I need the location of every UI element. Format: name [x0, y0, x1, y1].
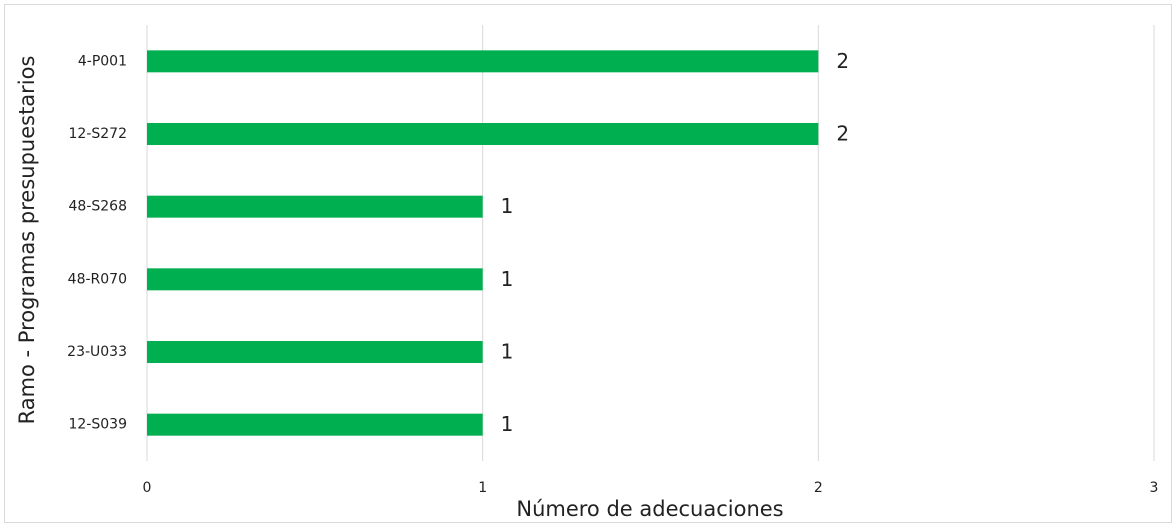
x-tick-label: 2: [814, 480, 823, 496]
data-label: 1: [501, 267, 514, 291]
x-tick-label: 0: [143, 480, 152, 496]
y-tick-label: 4-P001: [78, 53, 127, 69]
bar: [147, 268, 483, 291]
data-label: 2: [836, 122, 849, 146]
y-tick-label: 48-S268: [69, 199, 127, 215]
data-label: 2: [836, 49, 849, 73]
bar: [147, 413, 483, 436]
data-label: 1: [501, 412, 514, 436]
y-tick-label: 12-S039: [69, 417, 127, 433]
y-tick-label: 23-U033: [67, 344, 127, 360]
x-axis-title: Número de adecuaciones: [516, 497, 783, 521]
chart-border: [4, 4, 1172, 523]
bar: [147, 341, 483, 363]
data-label: 1: [501, 340, 514, 364]
x-tick-label: 1: [478, 480, 487, 496]
y-tick-label: 12-S272: [69, 126, 127, 142]
data-label: 1: [501, 194, 514, 218]
y-axis-title: Ramo - Programas presupuestarios: [15, 56, 39, 425]
y-tick-label: 48-R070: [68, 271, 127, 287]
x-tick-label: 3: [1150, 480, 1159, 496]
bar: [147, 123, 819, 145]
bar: [147, 50, 819, 73]
bar: [147, 195, 483, 218]
